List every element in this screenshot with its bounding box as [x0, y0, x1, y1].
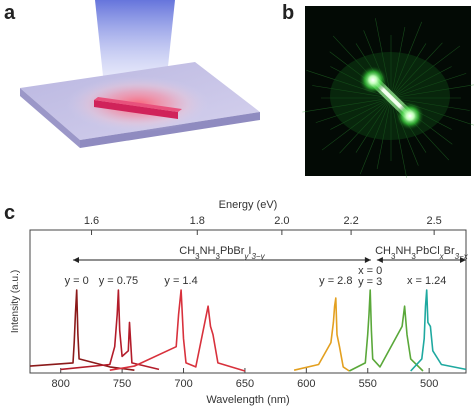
- diffraction-ray: [312, 85, 392, 99]
- panel-label-b: b: [282, 2, 295, 24]
- arrow-head-right: [364, 257, 371, 263]
- diffraction-ray: [330, 97, 392, 130]
- y-axis-label: Intensity (a.u.): [10, 270, 21, 333]
- wavelength-tick-label: 650: [236, 378, 254, 390]
- nanowire-top: [94, 97, 182, 112]
- diffraction-ray: [355, 97, 392, 153]
- energy-tick-label: 1.6: [84, 215, 99, 227]
- peak-label: x = 1.24: [407, 275, 446, 287]
- panel-label-c: c: [4, 202, 16, 224]
- peak-label: y = 1.4: [164, 275, 197, 287]
- top-axis-label: Energy (eV): [219, 199, 278, 211]
- nanowire: [94, 100, 178, 119]
- formula-label: CH3NH3PbClxBr3−x: [375, 245, 469, 261]
- diffraction-ray: [375, 18, 392, 99]
- diffraction-ray: [390, 97, 407, 178]
- wire-end-2: [396, 102, 424, 130]
- spectrum-chart: 800 750 700 650 600 550 500 1.6 1.8 2.0 2.2 2.5 CH…: [10, 199, 469, 406]
- wavelength-tick-label: 700: [174, 378, 192, 390]
- wavelength-tick-label: 600: [297, 378, 315, 390]
- energy-ticks: 1.6 1.8 2.0 2.2 2.5: [84, 215, 442, 235]
- wavelength-tick-label: 550: [359, 378, 377, 390]
- wavelength-tick-label: 750: [113, 378, 131, 390]
- composition-arrows: CH3NH3PbBryI3−y CH3NH3PbClxBr3−x: [72, 245, 469, 263]
- spectrum-series-1: [29, 289, 135, 371]
- diffraction-ray: [321, 97, 392, 151]
- diffraction-ray: [390, 45, 461, 99]
- diffraction-ray: [302, 97, 392, 113]
- wavelength-tick-label: 800: [52, 378, 70, 390]
- diffraction-ray: [390, 84, 474, 99]
- peak-label-secondary: y = 3: [358, 276, 382, 288]
- peak-label: y = 0.75: [99, 275, 138, 287]
- peak-labels: y = 0 y = 0.75 y = 1.4 y = 2.8 x = 0y = 3 x =…: [65, 265, 447, 288]
- energy-tick-label: 2.5: [426, 215, 441, 227]
- energy-tick-label: 2.2: [343, 215, 358, 227]
- peak-label: x = 0: [358, 265, 382, 277]
- illustration-excitation: [20, 0, 260, 148]
- diffraction-ray: [390, 97, 470, 111]
- wavelength-ticks: 800 750 700 650 600 550 500: [52, 368, 438, 390]
- diffraction-ray: [390, 21, 423, 99]
- diffraction-ray: [390, 97, 474, 126]
- diffraction-ray: [390, 42, 443, 99]
- x-axis-label: Wavelength (nm): [206, 394, 289, 406]
- diffraction-ray: [390, 73, 467, 99]
- substrate-side-front: [80, 112, 260, 148]
- substrate-side-left: [20, 88, 80, 148]
- arrow-head-right: [460, 257, 466, 263]
- spectrum-series-2: [60, 289, 160, 371]
- plot-frame: [29, 229, 467, 374]
- diffraction-ray: [390, 43, 427, 99]
- spectra: [29, 289, 467, 372]
- pl-image: [302, 6, 474, 178]
- spectrum-series-6: [410, 289, 467, 372]
- wavelength-tick-label: 500: [420, 378, 438, 390]
- diffraction-ray: [359, 97, 392, 175]
- spectrum-series-5: [348, 289, 424, 372]
- energy-tick-label: 2.0: [274, 215, 289, 227]
- spectrum-series-4: [293, 297, 350, 372]
- diffraction-ray: [339, 97, 392, 154]
- peak-label: y = 2.8: [319, 275, 352, 287]
- panel-label-a: a: [4, 2, 16, 24]
- arrow-head-left: [376, 257, 383, 263]
- diffraction-ray: [376, 97, 392, 169]
- energy-tick-label: 1.8: [190, 215, 205, 227]
- formula-label: CH3NH3PbBryI3−y: [179, 245, 265, 261]
- wire-end-1: [359, 66, 387, 94]
- spectrum-series-3: [109, 289, 246, 372]
- diffraction-ray: [390, 97, 419, 166]
- peak-label: y = 0: [65, 275, 89, 287]
- diffraction-ray: [315, 97, 392, 123]
- diffraction-ray: [390, 27, 406, 99]
- diffraction-ray: [390, 66, 452, 99]
- arrow-head-left: [72, 257, 79, 263]
